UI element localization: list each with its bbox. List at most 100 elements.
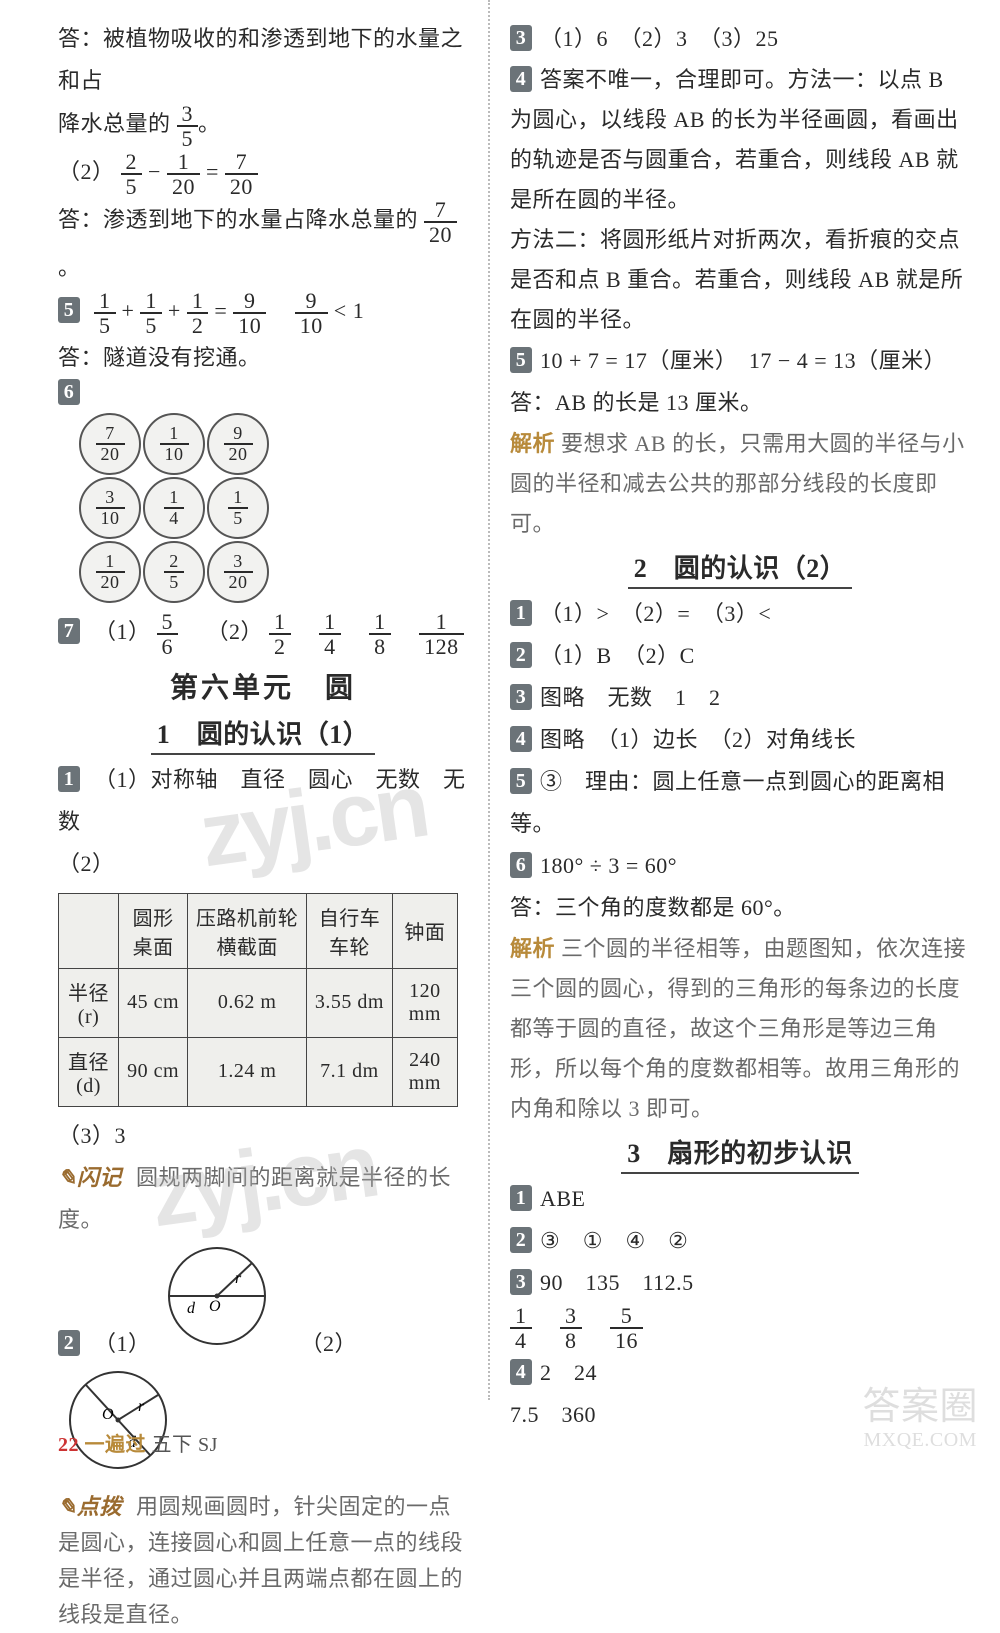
page-container: 答：被植物吸收的和渗透到地下的水量之和占 降水总量的 35。 （2） 25 − … xyxy=(0,0,1000,1400)
text-line: 7.5 360 xyxy=(510,1394,970,1436)
analysis-label: 解析 xyxy=(510,431,555,456)
table-cell: 0.62 m xyxy=(188,968,307,1037)
left-column: 答：被植物吸收的和渗透到地下的水量之和占 降水总量的 35。 （2） 25 − … xyxy=(0,0,490,1400)
text: （3）3 xyxy=(58,1115,468,1157)
text: （1）6 （2）3 （3）25 xyxy=(540,26,779,51)
fraction: 35 xyxy=(177,102,199,150)
table-cell: 90 cm xyxy=(119,1037,188,1106)
section-title: 3 扇形的初步认识 xyxy=(621,1133,859,1174)
text-line: 答：三个角的度数都是 60°。 xyxy=(510,887,970,929)
table-cell: 7.1 dm xyxy=(307,1037,393,1106)
table-row: 圆形桌面 压路机前轮横截面 自行车车轮 钟面 xyxy=(59,893,458,968)
circle-diagram-icon: O r d xyxy=(58,1365,178,1475)
text-line: 答：被植物吸收的和渗透到地下的水量之和占 xyxy=(58,18,468,102)
question-badge: 5 xyxy=(58,297,80,323)
question-badge: 6 xyxy=(510,852,532,878)
text: （1）对称轴 直径 圆心 无数 无数 xyxy=(58,767,466,834)
text-line: 方法二：将圆形纸片对折两次，看折痕的交点是否和点 B 重合。若重合，则线段 AB… xyxy=(510,220,970,340)
right-column: 3（1）6 （2）3 （3）25 4答案不唯一，合理即可。方法一：以点 B 为圆… xyxy=(490,0,1000,1400)
flash-icon: ✎闪记 xyxy=(58,1165,122,1190)
text: ③ 理由：圆上任意一点到圆心的距离相等。 xyxy=(510,769,945,836)
page-footer: 22 一遍过 五下 SJ xyxy=(58,1428,218,1457)
question-badge: 5 xyxy=(510,347,532,373)
question-badge: 3 xyxy=(510,684,532,710)
answer-line: 7 （1） 56 （2） 12 14 18 1128 xyxy=(58,610,468,658)
table-header xyxy=(59,893,119,968)
text: （2） xyxy=(301,1331,358,1356)
data-table: 圆形桌面 压路机前轮横截面 自行车车轮 钟面 半径(r) 45 cm 0.62 … xyxy=(58,893,458,1107)
text-line: 降水总量的 35。 xyxy=(58,102,468,150)
fraction-row: 14 38 516 xyxy=(510,1304,970,1352)
question-badge: 1 xyxy=(58,766,80,792)
analysis-text: 要想求 AB 的长，只需用大圆的半径与小圆的半径和减去公共的那部分线段的长度即可… xyxy=(510,431,965,536)
question-badge: 1 xyxy=(510,600,532,626)
text: 90 135 112.5 xyxy=(540,1270,694,1295)
table-header: 自行车车轮 xyxy=(307,893,393,968)
question-badge: 4 xyxy=(510,1359,532,1385)
answer-line: 5③ 理由：圆上任意一点到圆心的距离相等。 xyxy=(510,761,970,845)
hint-line: ✎闪记 圆规两脚间的距离就是半径的长度。 xyxy=(58,1157,468,1241)
svg-text:r: r xyxy=(138,1398,145,1415)
answer-line: 2 ③ ① ④ ② xyxy=(510,1220,970,1262)
answer-block: 4答案不唯一，合理即可。方法一：以点 B 为圆心，以线段 AB 的长为半径画圆，… xyxy=(510,60,970,220)
text: 2 24 xyxy=(540,1360,597,1385)
answer-line: 4图略 （1）边长 （2）对角线长 xyxy=(510,719,970,761)
table-cell: 45 cm xyxy=(119,968,188,1037)
text-line: 答：渗透到地下的水量占降水总量的 720。 xyxy=(58,198,468,288)
text: 答案不唯一，合理即可。方法一：以点 B 为圆心，以线段 AB 的长为半径画圆，看… xyxy=(510,67,959,212)
text: （2） xyxy=(58,159,115,184)
table-cell: 240 mm xyxy=(392,1037,457,1106)
table-cell: 1.24 m xyxy=(188,1037,307,1106)
svg-text:d: d xyxy=(187,1300,196,1317)
answer-line: 6180° ÷ 3 = 60° xyxy=(510,845,970,887)
question-badge: 5 xyxy=(510,768,532,794)
answer-line: 2（1）B （2）C xyxy=(510,635,970,677)
circle-diagram-icon: O r d xyxy=(157,1241,277,1351)
svg-text:O: O xyxy=(102,1406,114,1423)
analysis-label: 解析 xyxy=(510,936,555,961)
answer-line: 3 （1）6 （2）3 （3）25 xyxy=(510,18,970,60)
answer-line: 5 10 + 7 = 17（厘米） 17 − 4 = 13（厘米） xyxy=(510,340,970,382)
table-cell: 直径(d) xyxy=(59,1037,119,1106)
table-cell: 120 mm xyxy=(392,968,457,1037)
question-badge: 2 xyxy=(510,1227,532,1253)
magic-square: 6 720 110 920 310 14 15 120 25 320 xyxy=(58,379,468,604)
question-badge: 4 xyxy=(510,726,532,752)
table-row: 半径(r) 45 cm 0.62 m 3.55 dm 120 mm xyxy=(59,968,458,1037)
question-badge: 1 xyxy=(510,1185,532,1211)
answer-line: 1 ABE xyxy=(510,1178,970,1220)
table-cell: 3.55 dm xyxy=(307,968,393,1037)
tip-icon: ✎点拨 xyxy=(58,1494,122,1519)
text: （2） xyxy=(58,843,468,885)
question-badge: 2 xyxy=(58,1330,80,1356)
table-header: 压路机前轮横截面 xyxy=(188,893,307,968)
text: ABE xyxy=(540,1186,586,1211)
analysis-block: 解析 要想求 AB 的长，只需用大圆的半径与小圆的半径和减去公共的那部分线段的长… xyxy=(510,424,970,544)
section-title: 1 圆的认识（1） xyxy=(151,714,376,755)
table-header: 圆形桌面 xyxy=(119,893,188,968)
text: （1） xyxy=(94,1331,151,1356)
text: （1） xyxy=(94,619,151,644)
table-row: 直径(d) 90 cm 1.24 m 7.1 dm 240 mm xyxy=(59,1037,458,1106)
text-line: 答：隧道没有挖通。 xyxy=(58,337,468,379)
svg-text:O: O xyxy=(209,1298,221,1315)
answer-line: 1（1）> （2）= （3）< xyxy=(510,593,970,635)
text: ③ ① ④ ② xyxy=(540,1228,688,1253)
book-name: 一遍过 xyxy=(85,1434,147,1456)
answer-line: 1 （1）对称轴 直径 圆心 无数 无数 xyxy=(58,759,468,843)
table-cell: 半径(r) xyxy=(59,968,119,1037)
question-badge: 3 xyxy=(510,25,532,51)
text: 图略 无数 1 2 xyxy=(540,685,721,710)
question-badge: 2 xyxy=(510,642,532,668)
equation: （2） 25 − 120 = 720 xyxy=(58,150,468,198)
text-line: 答：AB 的长是 13 厘米。 xyxy=(510,382,970,424)
text: 10 + 7 = 17（厘米） 17 − 4 = 13（厘米） xyxy=(540,348,946,373)
answer-line: 4 2 24 xyxy=(510,1352,970,1394)
text: （2） xyxy=(207,619,264,644)
analysis-text: 三个圆的半径相等，由题图知，依次连接三个圆的圆心，得到的三角形的每条边的长度都等… xyxy=(510,936,966,1121)
grade-label: 五下 SJ xyxy=(152,1434,218,1456)
answer-line: 3 图略 无数 1 2 xyxy=(510,677,970,719)
question-badge: 6 xyxy=(58,379,80,405)
question-badge: 7 xyxy=(58,618,80,644)
equation: 5 15 + 15 + 12 = 910 910 < 1 xyxy=(58,289,468,337)
